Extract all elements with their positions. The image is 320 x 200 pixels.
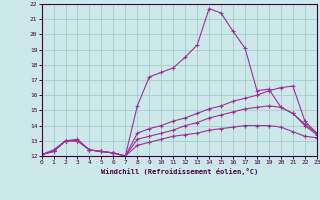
X-axis label: Windchill (Refroidissement éolien,°C): Windchill (Refroidissement éolien,°C) <box>100 168 258 175</box>
